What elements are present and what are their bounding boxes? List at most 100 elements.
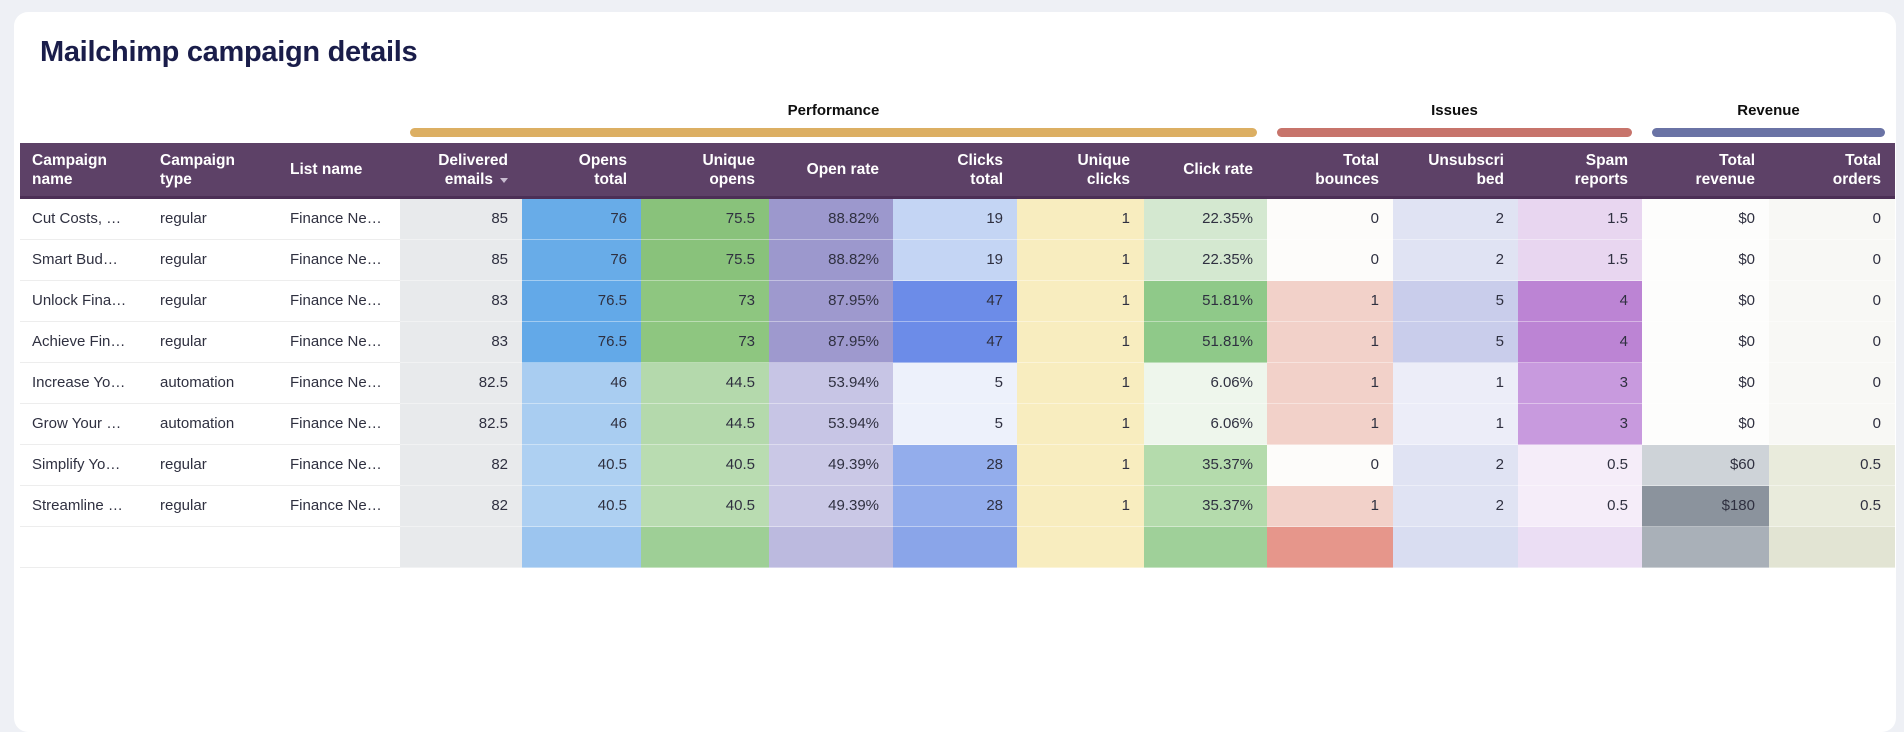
cell-campaign-type: regular xyxy=(148,445,278,486)
cell-list-name: Finance Ne… xyxy=(278,240,400,281)
cell-clicks-total: 19 xyxy=(893,240,1017,281)
column-header-label: clicks xyxy=(1086,170,1130,188)
cell-click-rate: 35.37% xyxy=(1144,486,1267,527)
cell-unique-clicks: 1 xyxy=(1017,199,1144,240)
sort-desc-icon xyxy=(500,177,508,183)
cell-total-bounces: 1 xyxy=(1267,363,1393,404)
cell-total-revenue: $0 xyxy=(1642,281,1769,322)
column-header-list-name[interactable]: List name xyxy=(278,143,400,196)
cell-unsubscribed: 1 xyxy=(1393,404,1518,445)
table-row: Grow Your … automation Finance Ne… 82.5 46 44… xyxy=(20,404,1895,445)
cell-total-bounces: 0 xyxy=(1267,240,1393,281)
cell-list-name: Finance Ne… xyxy=(278,281,400,322)
column-header-clicks-total[interactable]: Clicks total xyxy=(893,143,1017,196)
column-header-label: bed xyxy=(1476,170,1504,188)
cell-campaign-name: Streamline … xyxy=(20,486,148,527)
table-row-partial xyxy=(20,527,1895,568)
cell-open-rate: 49.39% xyxy=(769,445,893,486)
cell-list-name: Finance Ne… xyxy=(278,363,400,404)
table-row: Unlock Fina… regular Finance Ne… 83 76.5 73 87… xyxy=(20,281,1895,322)
cell-total-orders: 0 xyxy=(1769,404,1895,445)
column-header-open-rate[interactable]: Open rate xyxy=(769,143,893,196)
column-header-label: Open rate xyxy=(806,161,879,178)
cell-campaign-type: regular xyxy=(148,240,278,281)
cell-opens-total: 46 xyxy=(522,404,641,445)
cell-total-revenue: $180 xyxy=(1642,486,1769,527)
cell-unsubscribed: 5 xyxy=(1393,281,1518,322)
cell-unique-opens: 40.5 xyxy=(641,486,769,527)
campaign-table: Campaign name Campaign type List name Deliver… xyxy=(20,143,1895,568)
column-header-opens-total[interactable]: Opens total xyxy=(522,143,641,196)
column-header-total-bounces[interactable]: Total bounces xyxy=(1267,143,1393,196)
column-header-label: emails xyxy=(444,170,493,188)
column-header-total-revenue[interactable]: Total revenue xyxy=(1642,143,1769,196)
cell-list-name: Finance Ne… xyxy=(278,445,400,486)
table-row: Increase Yo… automation Finance Ne… 82.5 46 4… xyxy=(20,363,1895,404)
cell-spam-reports: 3 xyxy=(1518,404,1642,445)
column-header-label: Total xyxy=(1719,151,1755,169)
column-header-label: Clicks xyxy=(957,151,1003,169)
cell-unsubscribed: 5 xyxy=(1393,322,1518,363)
cell-total-revenue: $0 xyxy=(1642,404,1769,445)
column-header-label: Unique xyxy=(702,151,755,169)
cell-unique-opens: 75.5 xyxy=(641,199,769,240)
column-header-unique-clicks[interactable]: Unique clicks xyxy=(1017,143,1144,196)
cell-clicks-total: 28 xyxy=(893,486,1017,527)
column-header-label: reports xyxy=(1574,170,1628,188)
cell-list-name xyxy=(278,527,400,568)
cell-delivered-emails: 85 xyxy=(400,199,522,240)
cell-opens-total: 40.5 xyxy=(522,486,641,527)
cell-unique-clicks: 1 xyxy=(1017,240,1144,281)
cell-clicks-total: 47 xyxy=(893,281,1017,322)
column-header-delivered-emails[interactable]: Delivered emails xyxy=(400,143,522,196)
table-header-row: Campaign name Campaign type List name Deliver… xyxy=(20,143,1895,199)
cell-total-orders: 0 xyxy=(1769,240,1895,281)
cell-click-rate: 6.06% xyxy=(1144,363,1267,404)
cell-unsubscribed: 2 xyxy=(1393,240,1518,281)
cell-unique-clicks xyxy=(1017,527,1144,568)
cell-campaign-name: Cut Costs, … xyxy=(20,199,148,240)
cell-total-orders: 0 xyxy=(1769,322,1895,363)
cell-click-rate: 51.81% xyxy=(1144,322,1267,363)
column-header-unsubscribed[interactable]: Unsubscri bed xyxy=(1393,143,1518,196)
cell-delivered-emails: 82.5 xyxy=(400,404,522,445)
cell-total-orders: 0 xyxy=(1769,199,1895,240)
column-header-total-orders[interactable]: Total orders xyxy=(1769,143,1895,196)
cell-clicks-total: 28 xyxy=(893,445,1017,486)
column-header-campaign-type[interactable]: Campaign type xyxy=(148,143,278,196)
cell-campaign-name: Unlock Fina… xyxy=(20,281,148,322)
column-header-spam-reports[interactable]: Spam reports xyxy=(1518,143,1642,196)
column-header-campaign-name[interactable]: Campaign name xyxy=(20,143,148,196)
column-header-label: orders xyxy=(1832,170,1881,188)
cell-open-rate: 53.94% xyxy=(769,363,893,404)
cell-spam-reports: 4 xyxy=(1518,281,1642,322)
cell-unsubscribed: 2 xyxy=(1393,486,1518,527)
group-bar-performance xyxy=(410,128,1257,137)
cell-unique-opens: 40.5 xyxy=(641,445,769,486)
cell-list-name: Finance Ne… xyxy=(278,322,400,363)
cell-unsubscribed: 1 xyxy=(1393,363,1518,404)
group-label-revenue: Revenue xyxy=(1737,102,1800,119)
cell-total-revenue: $0 xyxy=(1642,199,1769,240)
cell-campaign-name xyxy=(20,527,148,568)
cell-campaign-type: automation xyxy=(148,404,278,445)
cell-campaign-type: regular xyxy=(148,281,278,322)
cell-unsubscribed: 2 xyxy=(1393,199,1518,240)
cell-total-bounces: 1 xyxy=(1267,322,1393,363)
cell-delivered-emails: 83 xyxy=(400,281,522,322)
cell-delivered-emails: 85 xyxy=(400,240,522,281)
table-row: Streamline … regular Finance Ne… 82 40.5 40.5… xyxy=(20,486,1895,527)
cell-total-revenue xyxy=(1642,527,1769,568)
cell-open-rate: 53.94% xyxy=(769,404,893,445)
column-header-click-rate[interactable]: Click rate xyxy=(1144,143,1267,196)
column-group-header: Performance Issues Revenue xyxy=(20,12,1895,143)
column-header-label: bounces xyxy=(1315,170,1379,188)
cell-open-rate: 88.82% xyxy=(769,240,893,281)
cell-spam-reports: 4 xyxy=(1518,322,1642,363)
cell-unique-opens: 73 xyxy=(641,322,769,363)
cell-unique-opens: 44.5 xyxy=(641,363,769,404)
column-header-unique-opens[interactable]: Unique opens xyxy=(641,143,769,196)
table-row: Simplify Yo… regular Finance Ne… 82 40.5 40.5… xyxy=(20,445,1895,486)
cell-spam-reports xyxy=(1518,527,1642,568)
cell-total-bounces: 1 xyxy=(1267,404,1393,445)
